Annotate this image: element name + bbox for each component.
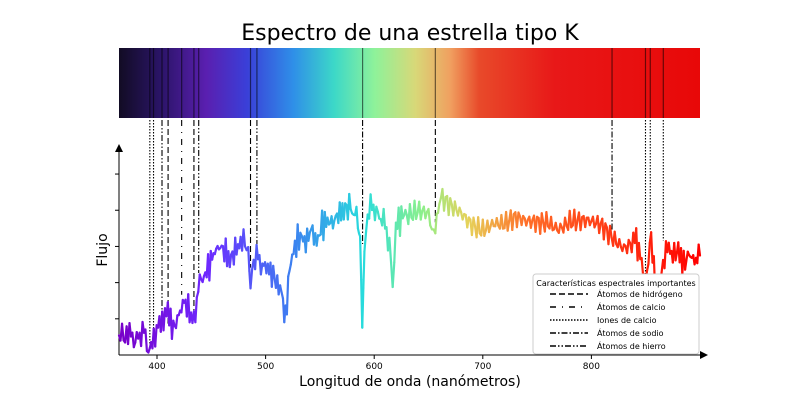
flux-segment	[376, 210, 381, 220]
x-tick-label: 400	[148, 362, 165, 372]
flux-segment	[549, 215, 554, 232]
flux-segment	[640, 256, 645, 275]
legend-entry-label: Átomos de calcio	[597, 301, 665, 312]
flux-segment	[466, 216, 470, 229]
flux-segment	[228, 253, 233, 269]
y-axis-arrow	[115, 144, 123, 152]
flux-segment	[637, 241, 642, 261]
flux-segment	[574, 219, 579, 232]
flux-segment	[361, 286, 365, 329]
flux-segment	[608, 224, 613, 239]
spectrum-band-gradient	[119, 48, 700, 118]
flux-segment	[363, 230, 368, 253]
flux-segment	[647, 241, 651, 266]
flux-segment	[534, 215, 539, 233]
flux-segment	[331, 219, 336, 230]
flux-segment	[477, 216, 481, 235]
flux-segment	[515, 211, 520, 229]
flux-segment	[495, 217, 500, 227]
flux-segment	[174, 314, 179, 330]
legend-box	[532, 273, 700, 355]
spectrum-band	[119, 48, 700, 118]
flux-segment	[315, 234, 320, 247]
x-tick-label: 800	[583, 362, 600, 372]
flux-segment	[289, 253, 294, 266]
flux-segment	[154, 324, 158, 348]
x-axis-arrow	[700, 351, 708, 359]
flux-segment	[563, 216, 568, 227]
flux-segment	[364, 213, 369, 233]
legend-entry-label: Átomos de hierro	[597, 340, 666, 351]
flux-segment	[259, 262, 264, 276]
flux-segment	[391, 261, 396, 289]
x-tick-label: 700	[474, 362, 491, 372]
flux-segment	[355, 205, 360, 230]
legend-entries: Átomos de hidrógeno Átomos de calcio Iones…	[550, 288, 683, 351]
flux-segment	[249, 268, 254, 290]
flux-segment	[545, 211, 550, 228]
flux-segment	[388, 236, 393, 264]
chart-title: Espectro de una estrella tipo K	[241, 21, 579, 46]
flux-segment	[272, 264, 276, 280]
legend-entry-label: Átomos de sodio	[597, 327, 664, 338]
flux-segment	[602, 222, 607, 241]
flux-segment	[434, 212, 438, 235]
flux-segment	[613, 230, 618, 246]
flux-segment	[529, 218, 534, 229]
flux-segment	[427, 207, 432, 227]
flux-segment	[540, 212, 545, 224]
flux-segment	[278, 284, 283, 294]
flux-segment	[342, 202, 347, 221]
flux-segment	[285, 275, 290, 316]
flux-segment	[584, 216, 588, 229]
flux-segment	[453, 200, 458, 211]
flux-segment	[288, 263, 292, 272]
flux-segment	[247, 246, 251, 273]
flux-segment	[442, 195, 447, 212]
flux-segment	[382, 207, 387, 230]
flux-segment	[500, 213, 505, 230]
flux-segment	[348, 192, 352, 211]
legend-title: Características espectrales importantes	[536, 279, 695, 288]
flux-segment	[697, 243, 702, 257]
flux-segment	[194, 296, 198, 324]
flux-segment	[419, 209, 424, 221]
flux-segment	[568, 209, 573, 229]
legend: Características espectrales importantes …	[532, 273, 700, 355]
legend-entry-label: Átomos de hidrógeno	[597, 288, 683, 299]
x-tick-label: 500	[257, 362, 274, 372]
flux-segment	[506, 219, 511, 232]
flux-segment	[625, 238, 630, 255]
x-axis-ticks: 400 500 600 700 800	[148, 355, 600, 372]
spectrum-band-absorption-lines	[149, 48, 664, 118]
flux-segment	[358, 235, 363, 281]
flux-segment	[650, 231, 654, 264]
legend-entry-label: Iones de calcio	[597, 316, 657, 325]
flux-segment	[511, 212, 515, 232]
x-axis-label: Longitud de onda (nanómetros)	[299, 374, 521, 390]
flux-segment	[242, 228, 247, 248]
axes: 400 500 600 700 800 Longitud de onda (nanóme…	[95, 144, 708, 390]
flux-segment	[436, 202, 441, 214]
flux-segment	[362, 250, 366, 290]
flux-segment	[144, 328, 149, 353]
flux-segment	[297, 231, 302, 251]
flux-segment	[472, 216, 477, 228]
flux-segment	[120, 322, 125, 342]
flux-segment	[683, 259, 688, 271]
x-tick-label: 600	[366, 362, 383, 372]
flux-segment	[393, 221, 398, 264]
flux-segment	[554, 221, 559, 232]
flux-segment	[307, 231, 311, 242]
spectral-feature-markers	[149, 120, 664, 344]
y-axis-label: Flujo	[95, 233, 111, 266]
flux-segment	[579, 216, 584, 232]
flux-segment	[408, 202, 413, 219]
y-axis-ticks	[115, 173, 119, 320]
flux-segment	[598, 222, 602, 235]
flux-segment	[618, 238, 622, 248]
flux-segment	[674, 251, 679, 262]
